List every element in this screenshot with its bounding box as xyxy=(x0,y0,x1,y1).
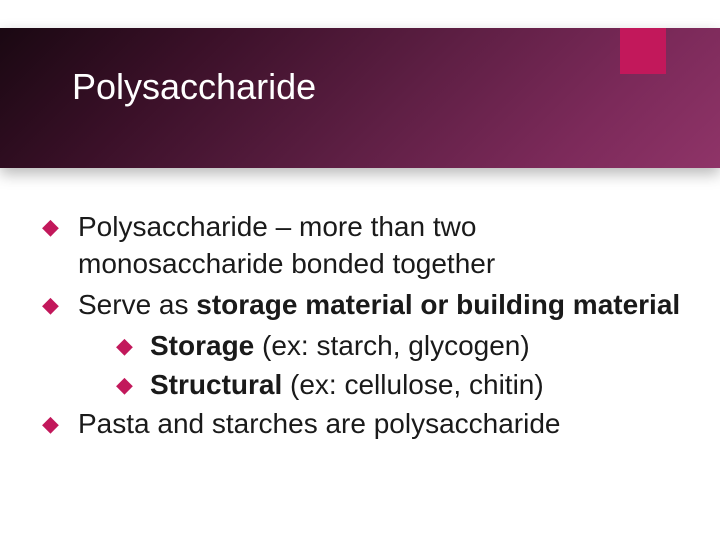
sub-bullet-text: Structural (ex: cellulose, chitin) xyxy=(150,366,544,403)
bullet-text: Pasta and starches are polysaccharide xyxy=(78,405,561,442)
sub-bullet-item: ◆Structural (ex: cellulose, chitin) xyxy=(116,366,684,403)
bullet-text: Polysaccharide – more than two monosacch… xyxy=(78,208,684,282)
text-run: Serve as xyxy=(78,289,196,320)
slide-title: Polysaccharide xyxy=(72,66,316,108)
bullet-item: ◆Polysaccharide – more than two monosacc… xyxy=(38,208,684,282)
diamond-bullet-icon: ◆ xyxy=(38,405,78,442)
header-bar: Polysaccharide xyxy=(0,28,720,168)
accent-block xyxy=(620,28,666,74)
text-run: (ex: starch, glycogen) xyxy=(254,330,529,361)
text-bold: Structural xyxy=(150,369,282,400)
text-run: (ex: cellulose, chitin) xyxy=(282,369,543,400)
sub-bullet-item: ◆Storage (ex: starch, glycogen) xyxy=(116,327,684,364)
slide-content: ◆Polysaccharide – more than two monosacc… xyxy=(38,208,684,446)
text-run: Pasta and starches are polysaccharide xyxy=(78,408,561,439)
diamond-bullet-icon: ◆ xyxy=(116,327,150,364)
bullet-item: ◆Pasta and starches are polysaccharide xyxy=(38,405,684,442)
diamond-bullet-icon: ◆ xyxy=(38,286,78,323)
bullet-item: ◆Serve as storage material or building m… xyxy=(38,286,684,323)
text-bold: storage material or building material xyxy=(196,289,680,320)
text-bold: Storage xyxy=(150,330,254,361)
diamond-bullet-icon: ◆ xyxy=(116,366,150,403)
text-run: Polysaccharide – more than two monosacch… xyxy=(78,211,495,279)
bullet-text: Serve as storage material or building ma… xyxy=(78,286,680,323)
diamond-bullet-icon: ◆ xyxy=(38,208,78,245)
sub-bullet-text: Storage (ex: starch, glycogen) xyxy=(150,327,530,364)
